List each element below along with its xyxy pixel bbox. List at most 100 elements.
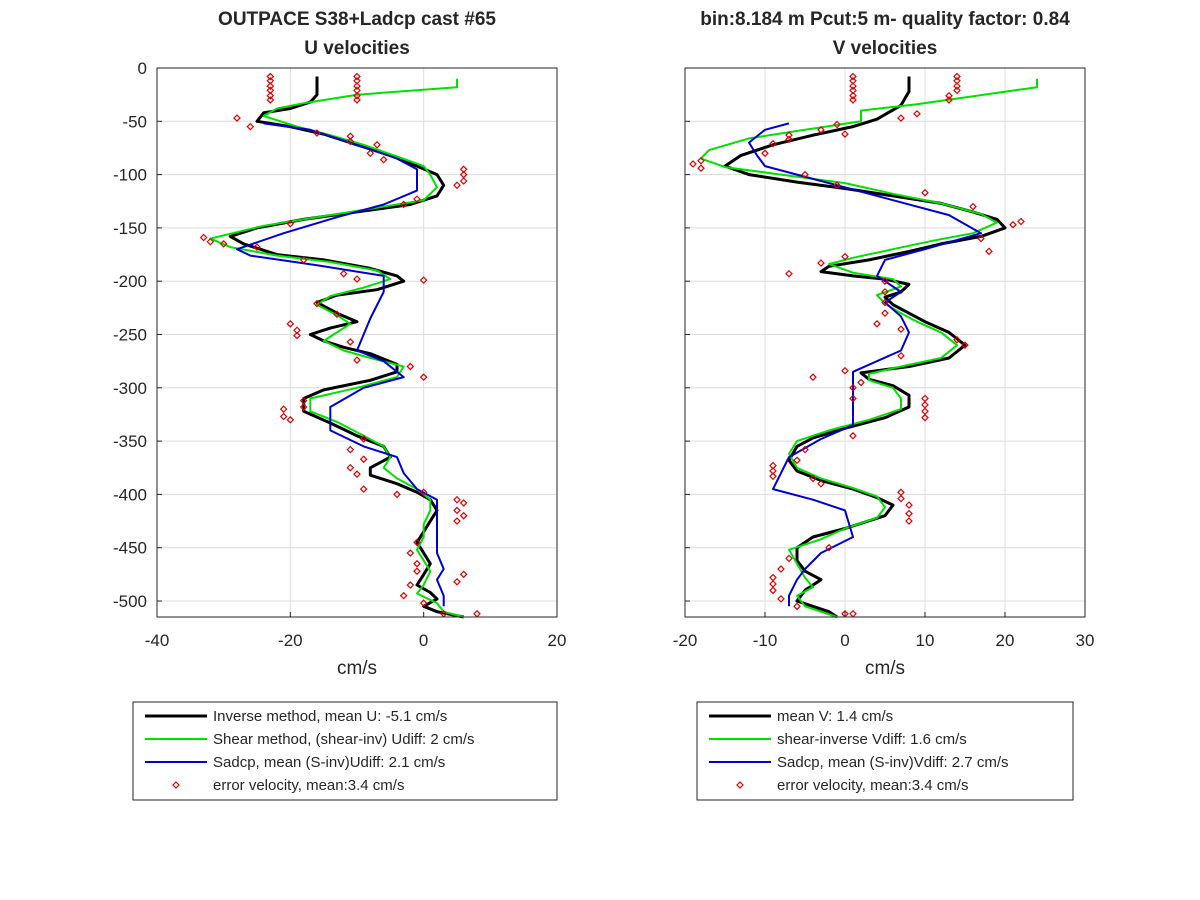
error-marker [333, 310, 341, 319]
error-marker [366, 149, 375, 158]
error-marker [419, 276, 428, 284]
error-marker [817, 259, 825, 267]
error-marker [346, 463, 355, 472]
error-marker [953, 335, 961, 344]
y-tick-label: -500 [113, 592, 147, 611]
error-marker [353, 275, 361, 283]
error-marker [793, 602, 801, 611]
error-marker [286, 219, 295, 228]
error-marker [769, 573, 777, 582]
error-marker [825, 543, 833, 552]
grid [685, 68, 1085, 617]
series-line-1 [209, 78, 464, 618]
y-tick-label: 0 [138, 59, 147, 78]
error-marker [969, 202, 977, 211]
error-marker [697, 164, 705, 173]
error-marker [279, 412, 288, 421]
error-marker [286, 415, 295, 424]
error-marker [841, 130, 849, 138]
error-marker [373, 140, 381, 149]
error-marker [881, 309, 889, 318]
x-tick-label: -20 [278, 631, 303, 650]
error-marker [459, 177, 468, 185]
legend-box [132, 701, 558, 801]
error-marker [841, 252, 849, 261]
error-marker [413, 567, 421, 576]
legend-label-sadcp: Sadcp, mean (S-inv)Vdiff: 2.7 cm/s [777, 754, 1008, 771]
error-marker [453, 506, 461, 515]
error-marker [777, 565, 785, 573]
y-tick-label: -400 [113, 485, 147, 504]
error-marker [921, 188, 929, 197]
y-tick-label: -150 [113, 219, 147, 238]
error-marker [849, 72, 857, 81]
error-marker [785, 131, 793, 140]
error-marker [849, 96, 857, 104]
series-line-2 [748, 122, 982, 607]
error-marker [1017, 217, 1025, 226]
legend-label-shear: shear-inverse Vdiff: 1.6 cm/s [777, 731, 967, 748]
y-tick-label: -450 [113, 539, 147, 558]
error-marker [353, 82, 361, 90]
error-marker [817, 479, 825, 488]
error-marker [419, 488, 428, 497]
error-marker [841, 366, 849, 375]
x-tick-label: 0 [419, 631, 428, 650]
error-marker [849, 82, 857, 90]
error-marker [406, 549, 415, 557]
error-marker [346, 338, 355, 346]
y-tick-label: -200 [113, 272, 147, 291]
series-line-2 [236, 122, 445, 607]
error-marker [419, 599, 428, 607]
error-marker [897, 114, 905, 122]
chart-subtitle: U velocities [304, 38, 410, 59]
chart-title: OUTPACE S38+Ladcp cast #65 [218, 9, 496, 30]
legend-label-error: error velocity, mean:3.4 cm/s [213, 777, 404, 794]
y-tick-label: -250 [113, 326, 147, 345]
error-marker [809, 474, 817, 483]
x-tick-label: 30 [1076, 631, 1095, 650]
error-marker [353, 72, 361, 81]
error-marker [459, 511, 468, 520]
error-marker [961, 341, 969, 350]
error-marker [233, 114, 241, 122]
series-line-0 [228, 76, 464, 619]
error-marker [453, 577, 461, 586]
error-marker [346, 445, 355, 454]
error-marker [313, 129, 321, 137]
legend-marker-error [172, 781, 180, 789]
y-tick-label: -100 [113, 166, 147, 185]
error-marker [833, 120, 841, 129]
error-marker [945, 96, 953, 104]
error-marker [359, 455, 368, 464]
error-marker [419, 373, 428, 381]
error-marker [769, 586, 777, 595]
error-marker [801, 445, 809, 454]
error-marker [299, 256, 308, 264]
error-marker [849, 609, 857, 618]
error-marker [881, 288, 889, 296]
error-marker [413, 195, 421, 203]
x-axis-label: cm/s [337, 658, 377, 679]
error-marker [286, 319, 295, 328]
x-tick-label: -10 [753, 631, 778, 650]
v-velocity-panel: bin:8.184 m Pcut:5 m- quality factor: 0.… [673, 9, 1095, 801]
error-marker [299, 403, 308, 411]
error-marker [206, 237, 215, 246]
legend-label-sadcp: Sadcp, mean (S-inv)Udiff: 2.1 cm/s [213, 754, 445, 771]
error-marker [697, 156, 705, 165]
error-marker [253, 243, 261, 251]
error-marker [293, 331, 301, 340]
series-line-1 [700, 78, 1038, 618]
ticks: -40 -20 0 200-50-100-150-200-250-300-350-40… [113, 59, 566, 650]
error-marker [785, 269, 793, 278]
error-marker [353, 470, 361, 479]
error-marker [785, 554, 793, 563]
error-marker [359, 435, 368, 443]
axes-frame [156, 67, 558, 618]
legend: mean V: 1.4 cm/s shear-inverse Vdiff: 1.… [696, 701, 1074, 801]
error-marker [769, 472, 777, 481]
error-marker [953, 82, 961, 90]
error-marker [453, 495, 461, 504]
